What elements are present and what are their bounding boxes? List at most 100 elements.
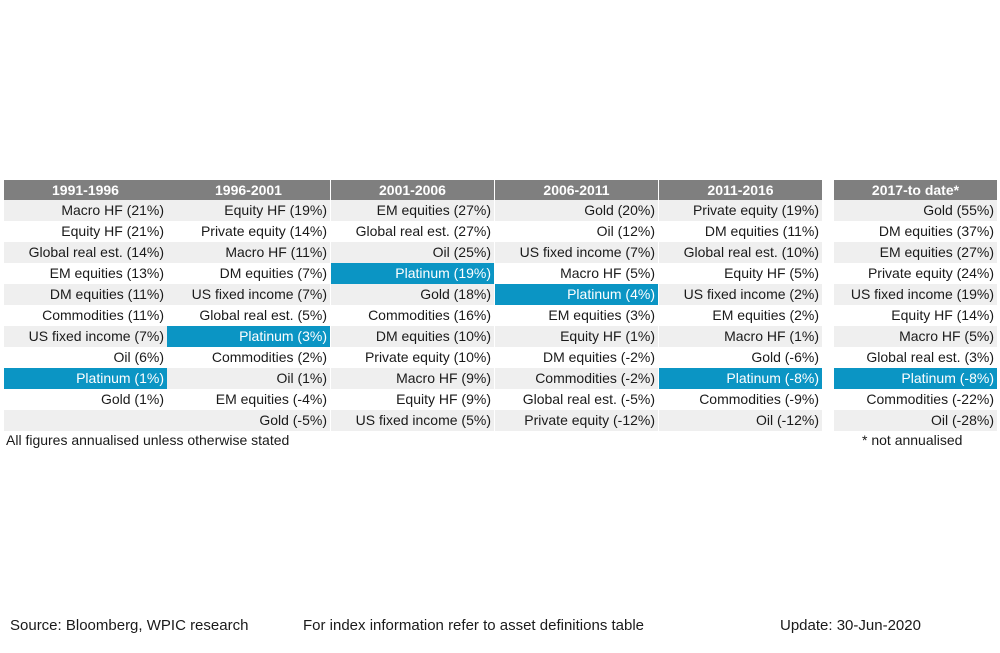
cell-label: Private equity (10%): [364, 349, 491, 365]
table-cell: Oil (-12%): [659, 410, 822, 431]
cell-label: Global real est. (10%): [683, 244, 819, 260]
table-cell: Macro HF (9%): [331, 368, 494, 389]
cell-label: Macro HF (9%): [396, 370, 491, 386]
table-cell: Global real est. (27%): [331, 221, 494, 242]
cell-label: DM equities (11%): [49, 286, 164, 302]
table-cell: Global real est. (3%): [834, 347, 997, 368]
table-cell: Oil (12%): [495, 221, 658, 242]
cell-label: Oil (6%): [113, 349, 164, 365]
cell-label: Global real est. (14%): [28, 244, 164, 260]
table-cell: Oil (25%): [331, 242, 494, 263]
table-cell: Commodities (-22%): [834, 389, 997, 410]
cell-label: Platinum (1%): [76, 370, 164, 386]
cell-label: US fixed income (5%): [355, 412, 491, 428]
update-text: Update: 30-Jun-2020: [780, 617, 921, 634]
cell-label: Oil (1%): [276, 370, 327, 386]
table-cell: DM equities (37%): [834, 221, 997, 242]
cell-label: US fixed income (2%): [683, 286, 819, 302]
cell-label: Gold (18%): [420, 286, 491, 302]
table-cell: Global real est. (5%): [167, 305, 330, 326]
table-cell: Gold (55%): [834, 200, 997, 221]
cell-label: EM equities (27%): [879, 244, 994, 260]
not-annualised-note: * not annualised: [862, 432, 963, 448]
cell-label: DM equities (10%): [375, 328, 491, 344]
cell-label: Commodities (-22%): [866, 391, 994, 407]
table-cell: DM equities (11%): [4, 284, 167, 305]
table-cell: DM equities (11%): [659, 221, 822, 242]
cell-label: Platinum (3%): [239, 328, 327, 344]
cell-label: Equity HF (19%): [224, 202, 327, 218]
cell-label: Oil (25%): [432, 244, 491, 260]
cell-label: Global real est. (3%): [866, 349, 994, 365]
column-header: 2017-to date*: [834, 180, 997, 200]
cell-label: EM equities (13%): [49, 265, 164, 281]
table-cell: EM equities (27%): [331, 200, 494, 221]
table-cell: Global real est. (14%): [4, 242, 167, 263]
cell-label: DM equities (-2%): [542, 349, 655, 365]
table-cell: Commodities (-2%): [495, 368, 658, 389]
platinum-highlight-cell: Platinum (19%): [331, 263, 494, 284]
table-cell: Gold (1%): [4, 389, 167, 410]
cell-label: Equity HF (14%): [891, 307, 994, 323]
table-cell: DM equities (7%): [167, 263, 330, 284]
cell-label: Commodities (16%): [368, 307, 491, 323]
cell-label: US fixed income (7%): [28, 328, 164, 344]
cell-label: Gold (55%): [923, 202, 994, 218]
cell-label: EM equities (3%): [548, 307, 655, 323]
cell-label: DM equities (37%): [878, 223, 994, 239]
cell-label: Oil (-12%): [755, 412, 819, 428]
table-cell: Oil (1%): [167, 368, 330, 389]
table-cell: Gold (18%): [331, 284, 494, 305]
cell-label: US fixed income (19%): [850, 286, 994, 302]
table-cell: Oil (-28%): [834, 410, 997, 431]
cell-label: Private equity (24%): [867, 265, 994, 281]
cell-label: Global real est. (-5%): [522, 391, 655, 407]
table-cell: US fixed income (7%): [167, 284, 330, 305]
cell-label: Macro HF (1%): [724, 328, 819, 344]
table-cell: EM equities (27%): [834, 242, 997, 263]
cell-label: Macro HF (11%): [225, 244, 327, 260]
cell-label: Commodities (-2%): [535, 370, 655, 386]
cell-label: Platinum (4%): [567, 286, 655, 302]
cell-label: Commodities (11%): [42, 307, 164, 323]
cell-label: DM equities (11%): [704, 223, 819, 239]
table-cell: US fixed income (7%): [4, 326, 167, 347]
cell-label: EM equities (-4%): [215, 391, 327, 407]
annualised-note: All figures annualised unless otherwise …: [6, 432, 290, 448]
cell-label: Gold (1%): [100, 391, 164, 407]
column-header: 1991-1996: [4, 180, 167, 200]
cell-label: EM equities (27%): [376, 202, 491, 218]
table-cell: EM equities (-4%): [167, 389, 330, 410]
table-cell: Macro HF (11%): [167, 242, 330, 263]
table-cell: Private equity (14%): [167, 221, 330, 242]
cell-label: Commodities (-9%): [699, 391, 819, 407]
table-cell: Private equity (24%): [834, 263, 997, 284]
cell-label: Platinum (-8%): [901, 370, 994, 386]
cell-label: Equity HF (1%): [560, 328, 655, 344]
platinum-highlight-cell: Platinum (3%): [167, 326, 330, 347]
cell-label: EM equities (2%): [712, 307, 819, 323]
column-header: 1996-2001: [167, 180, 330, 200]
column-header: 2006-2011: [495, 180, 658, 200]
table-cell: Equity HF (1%): [495, 326, 658, 347]
table-cell: Commodities (16%): [331, 305, 494, 326]
cell-label: Gold (-5%): [259, 412, 327, 428]
cell-label: Platinum (-8%): [726, 370, 819, 386]
column-header: 2011-2016: [659, 180, 822, 200]
table-cell: Macro HF (5%): [834, 326, 997, 347]
index-info-text: For index information refer to asset def…: [303, 617, 645, 634]
table-cell: EM equities (13%): [4, 263, 167, 284]
cell-label: Equity HF (5%): [724, 265, 819, 281]
platinum-highlight-cell: Platinum (1%): [4, 368, 167, 389]
platinum-highlight-cell: Platinum (4%): [495, 284, 658, 305]
cell-label: Gold (20%): [584, 202, 655, 218]
table-cell: Private equity (19%): [659, 200, 822, 221]
cell-label: Macro HF (5%): [899, 328, 994, 344]
column-1991-1996: 1991-1996 Macro HF (21%) Equity HF (21%) Gl…: [4, 180, 167, 431]
cell-label: Equity HF (21%): [61, 223, 164, 239]
cell-label: US fixed income (7%): [191, 286, 327, 302]
cell-label: Private equity (19%): [692, 202, 819, 218]
cell-label: [4, 410, 167, 431]
column-2017-to-date-: 2017-to date* Gold (55%) DM equities (37%)…: [834, 180, 997, 431]
cell-label: Private equity (-12%): [524, 412, 655, 428]
